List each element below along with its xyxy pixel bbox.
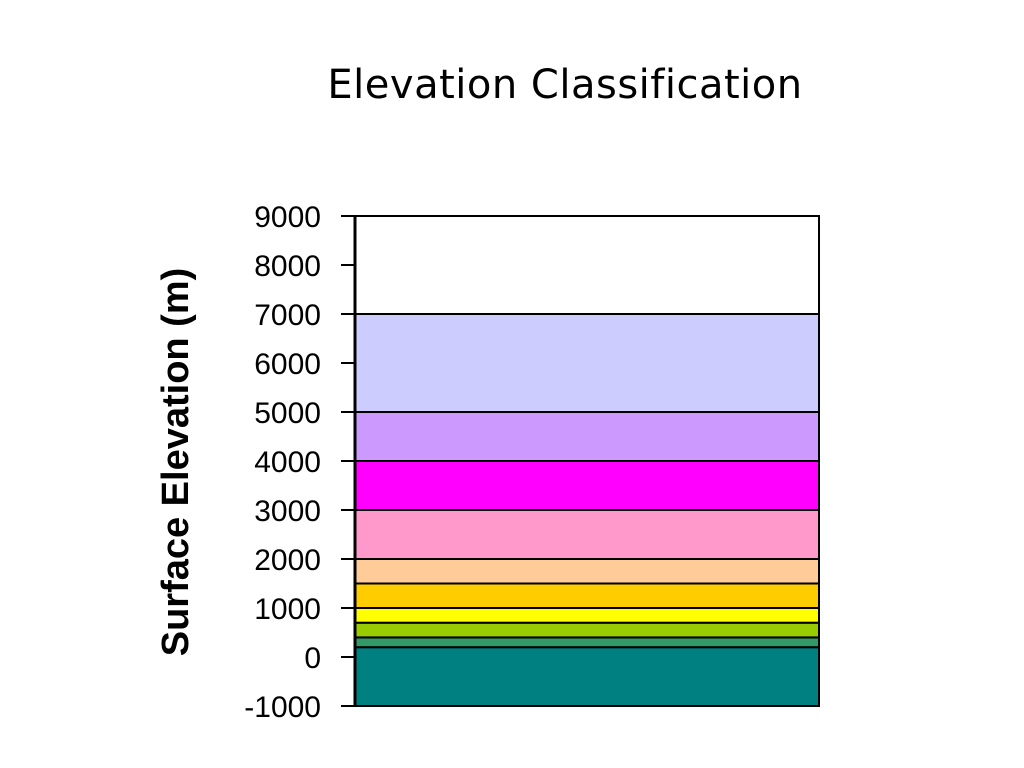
- y-tick-label: 6000: [254, 348, 321, 381]
- elevation-band-10: [354, 215, 820, 315]
- elevation-band-6: [354, 509, 820, 560]
- y-tick-label: 9000: [254, 201, 321, 234]
- chart-title: Elevation Classification: [327, 62, 803, 108]
- elevation-band-3: [354, 607, 820, 624]
- y-axis: 9000 8000 7000 6000 5000 4000 3000 2000 1000 0 -10…: [244, 201, 357, 724]
- elevation-band-1: [354, 636, 820, 649]
- y-tick-label: 2000: [254, 544, 321, 577]
- y-tick-label: -1000: [244, 691, 321, 724]
- y-tick-label: 1000: [254, 593, 321, 626]
- y-tick-label: 4000: [254, 446, 321, 479]
- y-tick-label: 0: [304, 642, 321, 675]
- y-tick-label: 8000: [254, 250, 321, 283]
- elevation-band-7: [354, 460, 820, 511]
- y-tick-label: 3000: [254, 495, 321, 528]
- elevation-band-0: [354, 646, 820, 708]
- elevation-band-8: [354, 411, 820, 462]
- elevation-band-2: [354, 621, 820, 639]
- elevation-bands: [354, 215, 820, 708]
- elevation-band-5: [354, 558, 820, 585]
- y-tick-label: 5000: [254, 397, 321, 430]
- y-tick-label: 7000: [254, 299, 321, 332]
- elevation-band-9: [354, 313, 820, 413]
- y-axis-title: Surface Elevation (m): [155, 268, 197, 657]
- elevation-band-4: [354, 582, 820, 609]
